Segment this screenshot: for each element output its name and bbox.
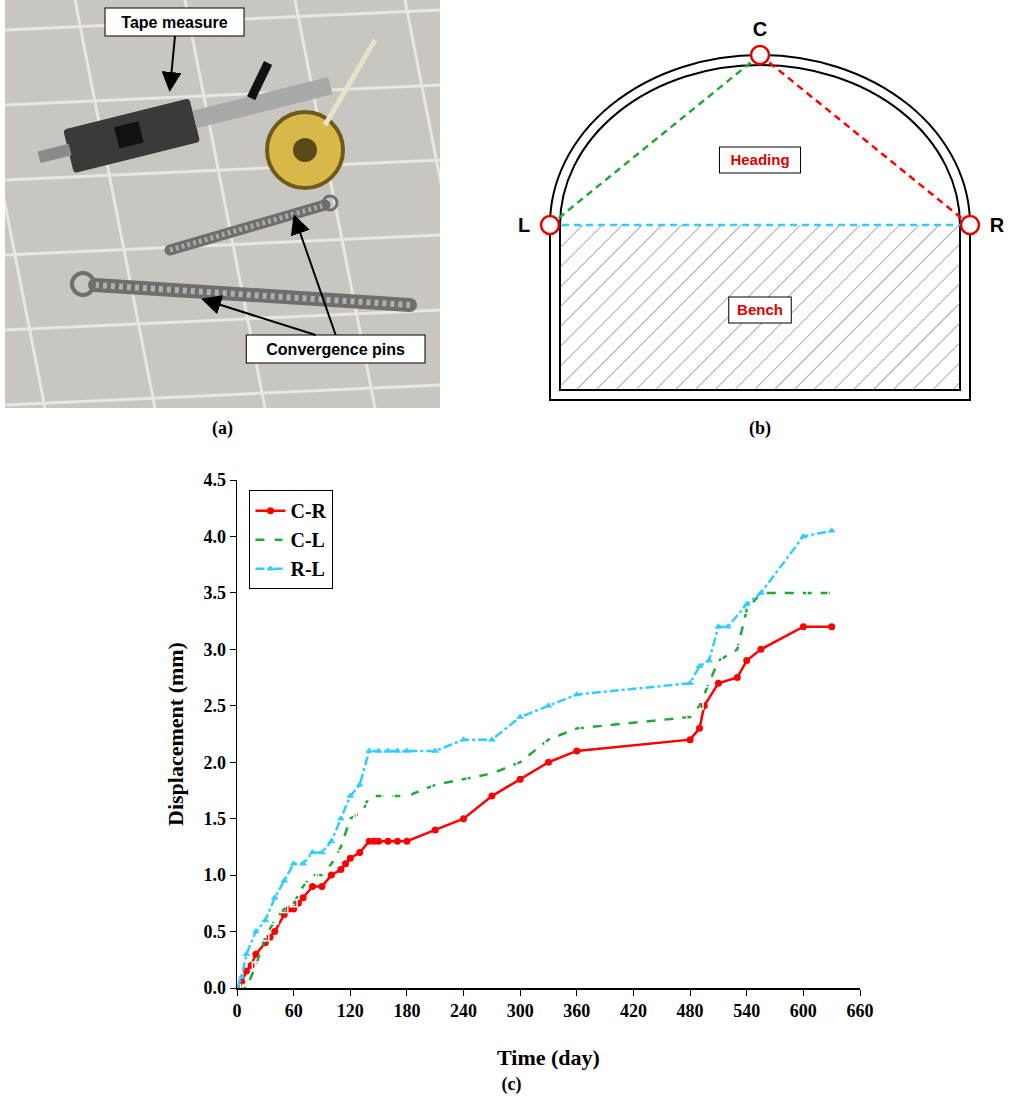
svg-text:540: 540 — [733, 1001, 760, 1021]
svg-text:0.0: 0.0 — [203, 978, 226, 998]
svg-text:240: 240 — [450, 1001, 477, 1021]
html-text:(c): (c) — [501, 1074, 522, 1094]
svg-text:C-L: C-L — [290, 529, 324, 551]
svg-text:600: 600 — [790, 1001, 817, 1021]
svg-text:R: R — [990, 214, 1005, 236]
html-text:(b): (b) — [749, 418, 771, 438]
svg-text:R-L: R-L — [290, 558, 324, 580]
svg-text:2.5: 2.5 — [203, 696, 226, 716]
svg-text:Bench: Bench — [737, 301, 783, 318]
svg-text:Heading: Heading — [730, 151, 789, 168]
svg-text:4.5: 4.5 — [203, 470, 226, 490]
svg-text:360: 360 — [563, 1001, 590, 1021]
svg-text:4.0: 4.0 — [203, 527, 226, 547]
svg-text:0: 0 — [233, 1001, 242, 1021]
svg-text:420: 420 — [620, 1001, 647, 1021]
svg-text:Tape measure: Tape measure — [121, 14, 228, 31]
svg-text:Time (day): Time (day) — [497, 1045, 600, 1070]
svg-text:2.0: 2.0 — [203, 753, 226, 773]
html-text:(a): (a) — [212, 418, 233, 438]
svg-text:180: 180 — [393, 1001, 420, 1021]
svg-text:Convergence pins: Convergence pins — [266, 341, 405, 358]
svg-text:Displacement (mm): Displacement (mm) — [163, 642, 188, 826]
svg-text:120: 120 — [337, 1001, 364, 1021]
svg-text:60: 60 — [285, 1001, 303, 1021]
svg-text:1.5: 1.5 — [203, 809, 226, 829]
svg-text:660: 660 — [847, 1001, 874, 1021]
svg-text:C-R: C-R — [290, 500, 326, 522]
svg-text:3.0: 3.0 — [203, 640, 226, 660]
svg-text:300: 300 — [507, 1001, 534, 1021]
svg-text:480: 480 — [677, 1001, 704, 1021]
svg-text:L: L — [518, 214, 530, 236]
svg-text:1.0: 1.0 — [203, 865, 226, 885]
svg-text:3.5: 3.5 — [203, 583, 226, 603]
svg-text:0.5: 0.5 — [203, 922, 226, 942]
svg-text:C: C — [753, 18, 767, 40]
